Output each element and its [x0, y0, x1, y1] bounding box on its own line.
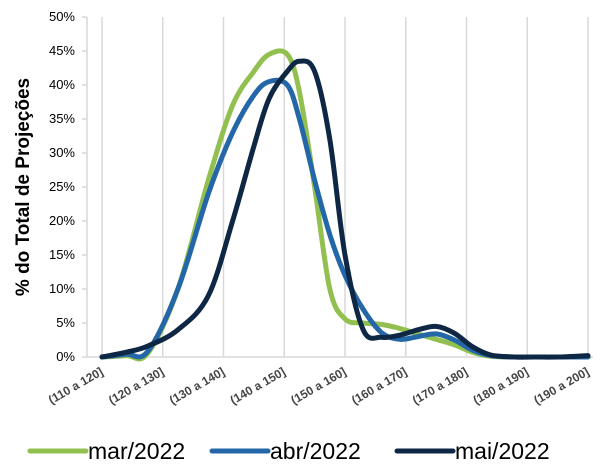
x-tick-label: (190 a 200]	[531, 364, 591, 407]
y-tick-label: 20%	[49, 213, 75, 228]
legend-label: mai/2022	[455, 438, 550, 464]
legend-label: abr/2022	[270, 438, 361, 464]
x-tick-label: (170 a 180]	[410, 364, 470, 407]
y-tick-label: 45%	[49, 43, 75, 58]
x-tick-label: (130 a 140]	[167, 364, 227, 407]
legend: mar/2022 abr/2022 mai/2022	[27, 438, 550, 464]
x-axis: (110 a 120] (120 a 130] (130 a 140] (140 a …	[46, 364, 592, 407]
y-tick-label: 50%	[49, 9, 75, 24]
x-tick-label: (120 a 130]	[106, 364, 166, 407]
y-axis-title: % do Total de Projeções	[13, 78, 34, 296]
y-tick-label: 0%	[56, 349, 75, 364]
grid	[101, 17, 589, 357]
y-tick-label: 25%	[49, 179, 75, 194]
legend-label: mar/2022	[88, 438, 185, 464]
y-tick-label: 5%	[56, 315, 75, 330]
y-tick-label: 15%	[49, 247, 75, 262]
series-line-mai-2022	[99, 58, 591, 360]
y-tick-label: 10%	[49, 281, 75, 296]
x-tick-label: (140 a 150]	[228, 364, 288, 407]
y-tick-label: 30%	[49, 145, 75, 160]
y-axis: 0% 5% 10% 15% 20% 25% 30% 35% 40% 45% 50%	[49, 9, 88, 364]
x-tick-label: (160 a 170]	[349, 364, 409, 407]
y-tick-label: 40%	[49, 77, 75, 92]
series-lines	[99, 48, 591, 362]
y-tick-label: 35%	[49, 111, 75, 126]
x-tick-label: (150 a 160]	[288, 364, 348, 407]
x-tick-label: (110 a 120]	[46, 364, 106, 406]
x-tick-label: (180 a 190]	[471, 364, 531, 407]
